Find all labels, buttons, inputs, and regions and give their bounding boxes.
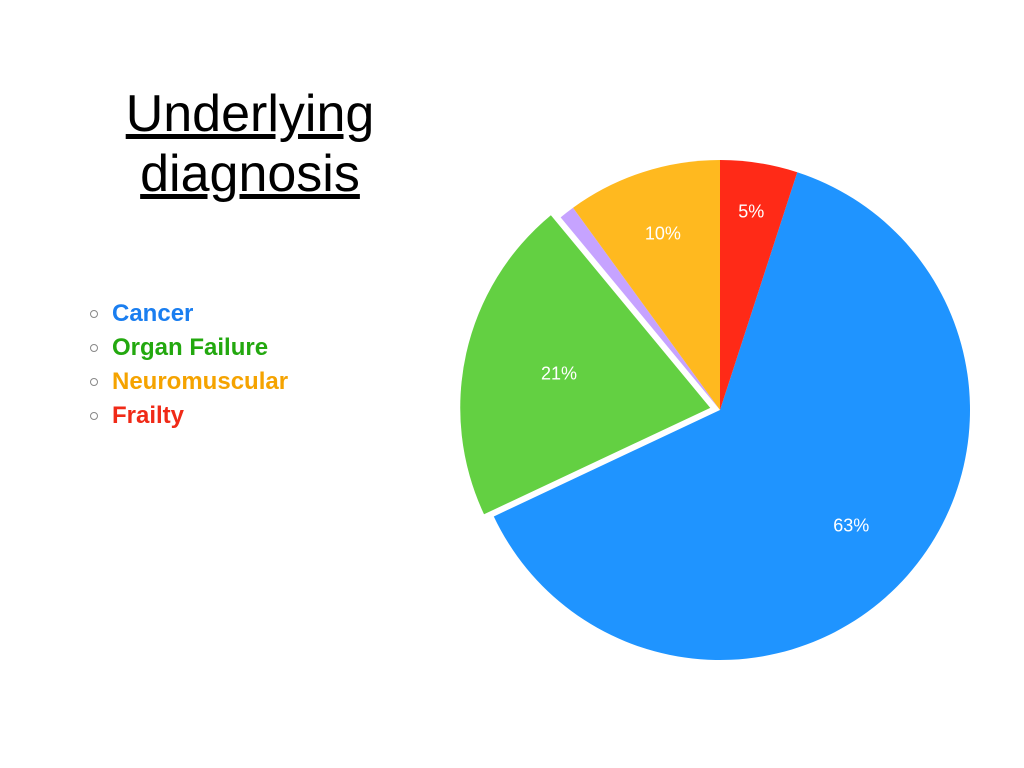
pie-chart: 63% 21% 10% 5%: [440, 130, 1000, 690]
bullet-icon: [90, 412, 98, 420]
bullet-icon: [90, 378, 98, 386]
legend-item-frailty: Frailty: [90, 402, 288, 430]
legend-label: Frailty: [112, 402, 184, 430]
pie-slice-label: 10%: [645, 224, 681, 245]
pie-slice-label: 5%: [738, 202, 764, 223]
legend-item-neuromuscular: Neuromuscular: [90, 368, 288, 396]
bullet-icon: [90, 344, 98, 352]
slide: Underlying diagnosis Cancer Organ Failur…: [0, 0, 1024, 768]
legend-item-cancer: Cancer: [90, 300, 288, 328]
pie-svg: [440, 130, 1000, 690]
bullet-icon: [90, 310, 98, 318]
pie-slice-label: 21%: [541, 364, 577, 385]
pie-slice-label: 63%: [833, 515, 869, 536]
page-title: Underlying diagnosis: [90, 85, 410, 205]
legend: Cancer Organ Failure Neuromuscular Frail…: [90, 300, 288, 436]
legend-label: Neuromuscular: [112, 368, 288, 396]
legend-label: Organ Failure: [112, 334, 268, 362]
legend-item-organ-failure: Organ Failure: [90, 334, 288, 362]
legend-label: Cancer: [112, 300, 193, 328]
